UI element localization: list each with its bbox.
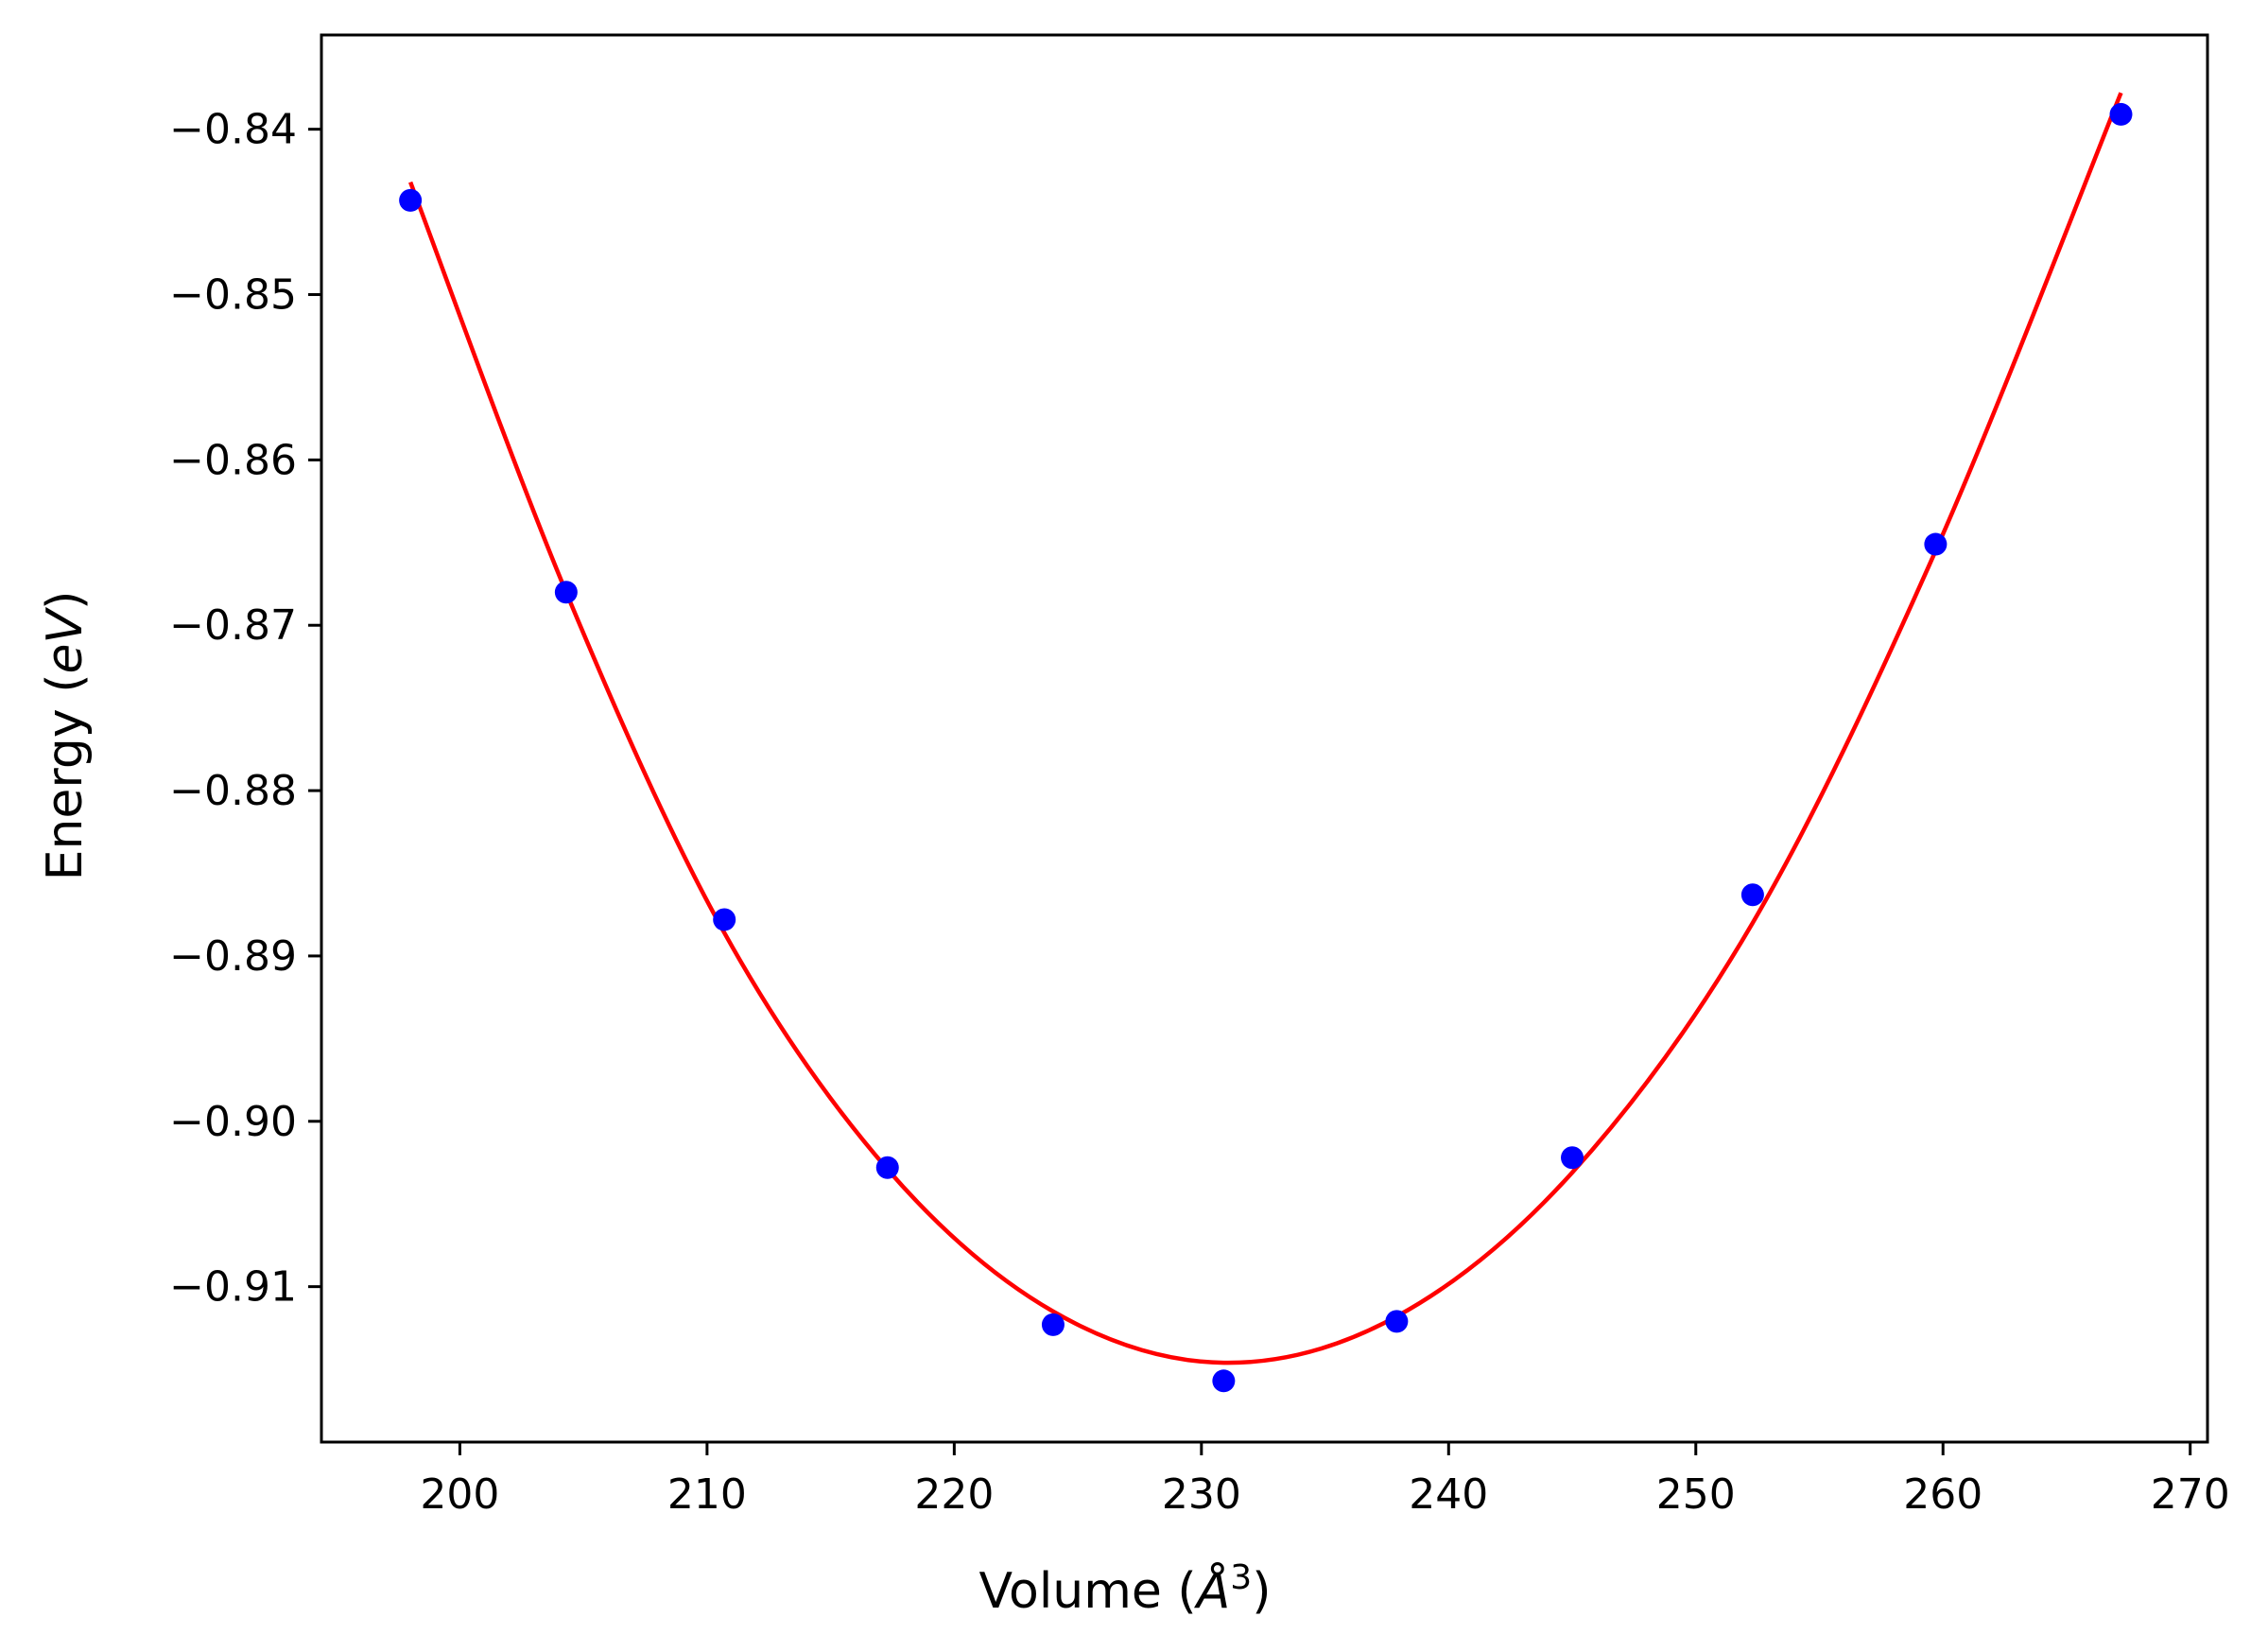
x-tick-label: 270 [2151, 1470, 2230, 1519]
y-tick-label: −0.84 [169, 106, 297, 154]
x-tick-label: 240 [1409, 1470, 1488, 1519]
y-tick-label: −0.91 [169, 1263, 297, 1312]
data-point [1385, 1310, 1409, 1333]
data-point [399, 188, 423, 212]
y-axis-title: Energy (eV) [37, 591, 94, 881]
y-tick-label: −0.88 [169, 767, 297, 815]
x-axis-ticks: 200 210 220 230 240 250 260 270 [420, 1442, 2230, 1519]
y-tick-label: −0.89 [169, 932, 297, 981]
y-tick-label: −0.87 [169, 601, 297, 650]
x-tick-label: 250 [1656, 1470, 1736, 1519]
x-tick-label: 230 [1162, 1470, 1241, 1519]
axes-frame [320, 33, 2209, 1444]
data-point [1924, 532, 1948, 556]
data-point [875, 1156, 899, 1179]
y-tick-label: −0.90 [169, 1098, 297, 1146]
data-point [1041, 1313, 1065, 1336]
x-tick-label: 200 [420, 1470, 499, 1519]
x-tick-label: 210 [667, 1470, 747, 1519]
data-point [2109, 102, 2133, 126]
data-point [1561, 1146, 1584, 1170]
plot-marks [399, 92, 2133, 1393]
y-axis-ticks: −0.84 −0.85 −0.86 −0.87 −0.88 −0.89 −0.90 −0.91 [169, 106, 321, 1312]
y-tick-label: −0.85 [169, 271, 297, 320]
data-point [554, 581, 578, 604]
x-tick-label: 260 [1903, 1470, 1982, 1519]
data-point [1740, 883, 1764, 907]
x-axis-title: Volume (Å3) [979, 1558, 1272, 1620]
data-point [713, 908, 736, 931]
fit-curve-line [408, 92, 2123, 1365]
y-tick-label: −0.86 [169, 436, 297, 484]
x-tick-label: 220 [914, 1470, 994, 1519]
data-point [1212, 1369, 1236, 1393]
